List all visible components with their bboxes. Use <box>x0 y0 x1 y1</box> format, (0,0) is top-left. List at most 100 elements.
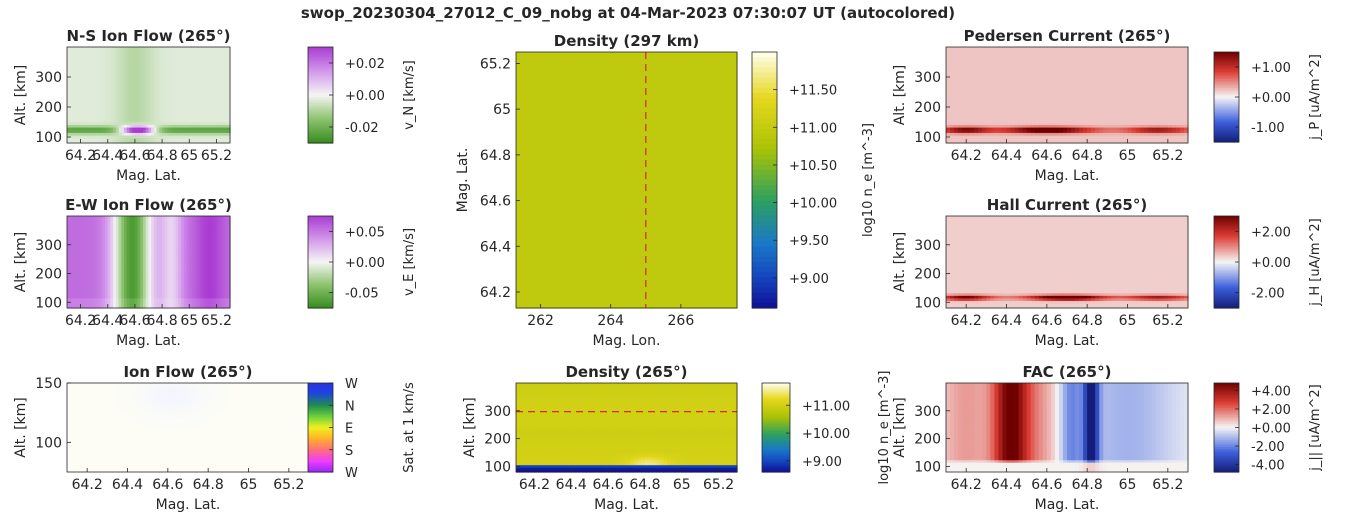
ns_ion_flow-cell <box>213 124 218 128</box>
ns_ion_flow-cell <box>183 121 188 125</box>
density_map-cell <box>556 272 561 281</box>
pedersen_current-cell <box>998 60 1004 64</box>
density_map-cell <box>585 180 591 188</box>
density_map-cell <box>538 66 543 74</box>
density_map-cell <box>685 80 690 89</box>
density_map-cell <box>652 52 657 60</box>
ns_ion_flow-cell <box>96 73 101 77</box>
ns_ion_flow-cell <box>183 81 188 85</box>
pedersen_current-cell <box>982 124 987 128</box>
ns_ion_flow-cell <box>194 89 198 93</box>
ns_ion_flow-cell <box>77 121 82 125</box>
density_map-cell <box>534 258 539 266</box>
ns_ion_flow-cell <box>134 92 139 96</box>
ns_ion_flow-cell <box>140 140 144 144</box>
ns_ion_flow-cell <box>200 100 204 104</box>
ns_ion_flow-cell <box>75 111 79 115</box>
density_map-cell <box>678 151 683 160</box>
ns_ion_flow-cell <box>216 71 220 75</box>
ns_ion_flow-cell <box>191 71 196 75</box>
ns_ion_flow-cell <box>227 57 231 61</box>
density_map-cell <box>685 229 690 238</box>
pedersen_current-cell <box>990 140 995 144</box>
density_map-cell <box>652 144 657 153</box>
density_map-colorbar-segment <box>752 190 777 196</box>
ns_ion_flow-cell <box>140 127 144 131</box>
ns_ion_flow-cell <box>137 108 141 112</box>
ns_ion_flow-cell <box>208 140 212 144</box>
ns_ion_flow-cell <box>145 121 150 125</box>
ns_ion_flow-cell <box>170 95 174 99</box>
density_map-cell <box>619 180 624 188</box>
density_map-cell <box>718 137 723 146</box>
ns_ion_flow-cell <box>221 129 226 133</box>
pedersen_current-cell <box>978 108 983 112</box>
density_map-cell <box>582 187 587 195</box>
density_map-cell <box>685 144 690 153</box>
pedersen_current-cell <box>994 73 1000 77</box>
density_map-cell <box>571 123 576 131</box>
density_map-cell <box>530 59 536 67</box>
ns_ion_flow-cell <box>221 132 226 136</box>
ns_ion_flow-cell <box>96 108 101 112</box>
density_map-cell <box>641 80 646 89</box>
ns_ion_flow-cell <box>99 89 103 93</box>
ns_ion_flow-cell <box>191 121 196 125</box>
density_map-cell <box>733 116 738 124</box>
ns_ion_flow-cell <box>221 55 226 59</box>
ns_ion_flow-cell <box>213 89 218 93</box>
ns_ion_flow-cell <box>205 129 209 133</box>
density_map-cell <box>630 108 635 117</box>
pedersen_current-cell <box>974 108 979 112</box>
density_map-cell <box>560 222 565 231</box>
pedersen_current-cell <box>950 108 955 112</box>
density_map-cell <box>663 87 668 96</box>
density_map-cell <box>696 108 701 117</box>
density_map-cell <box>519 272 524 281</box>
density_map-cell <box>611 244 617 252</box>
ns_ion_flow-cell <box>121 55 125 59</box>
density_map-cell <box>604 201 609 210</box>
ns_ion_flow-cell <box>191 84 196 88</box>
density_map-cell <box>626 279 631 288</box>
ns_ion_flow-cell <box>167 113 171 117</box>
density_map-cell <box>700 194 705 202</box>
ns_ion_flow-cell <box>213 137 218 141</box>
ns_ion_flow-cell <box>167 129 171 133</box>
ns_ion_flow-cell <box>219 57 223 61</box>
density_map-cell <box>619 286 624 295</box>
ns_ion_flow-cell <box>181 111 185 115</box>
pedersen_current-cell <box>974 52 979 56</box>
pedersen_current-cell <box>974 97 979 101</box>
density_map-cell <box>589 251 594 259</box>
density_map-cell <box>718 144 723 153</box>
density_map-cell <box>563 158 569 167</box>
ns_ion_flow-cell <box>86 135 90 139</box>
density_map-cell <box>674 123 679 131</box>
density_map-cell <box>538 94 543 103</box>
pedersen_current-cell <box>998 55 1004 59</box>
ns_ion_flow-cell <box>191 108 196 112</box>
ns_ion_flow-cell <box>162 63 166 67</box>
ns_ion_flow-cell <box>194 140 198 144</box>
ns_ion_flow-cell <box>189 135 193 139</box>
pedersen_current-cell <box>994 63 1000 67</box>
ns_ion_flow-cell <box>210 116 215 120</box>
density_map-cell <box>563 208 569 217</box>
ns_ion_flow-cell <box>96 132 101 136</box>
density_map-cell <box>659 59 664 67</box>
density_map-cell <box>619 101 624 110</box>
ns_ion_flow-cell <box>224 84 228 88</box>
density_map-cell <box>663 194 668 202</box>
density_map-cell <box>567 180 572 188</box>
density_map-cell <box>722 101 727 110</box>
ns_ion_flow-cell <box>105 63 109 67</box>
density_map-cell <box>530 300 536 309</box>
ns_ion_flow-cell <box>170 100 174 104</box>
ns_ion_flow-cell <box>94 68 98 72</box>
pedersen_current-cell <box>998 89 1004 93</box>
density_map-cell <box>633 172 639 181</box>
ns_ion_flow-cell <box>191 97 196 101</box>
density_map-cell <box>667 286 672 295</box>
density_map-cell <box>707 265 712 274</box>
